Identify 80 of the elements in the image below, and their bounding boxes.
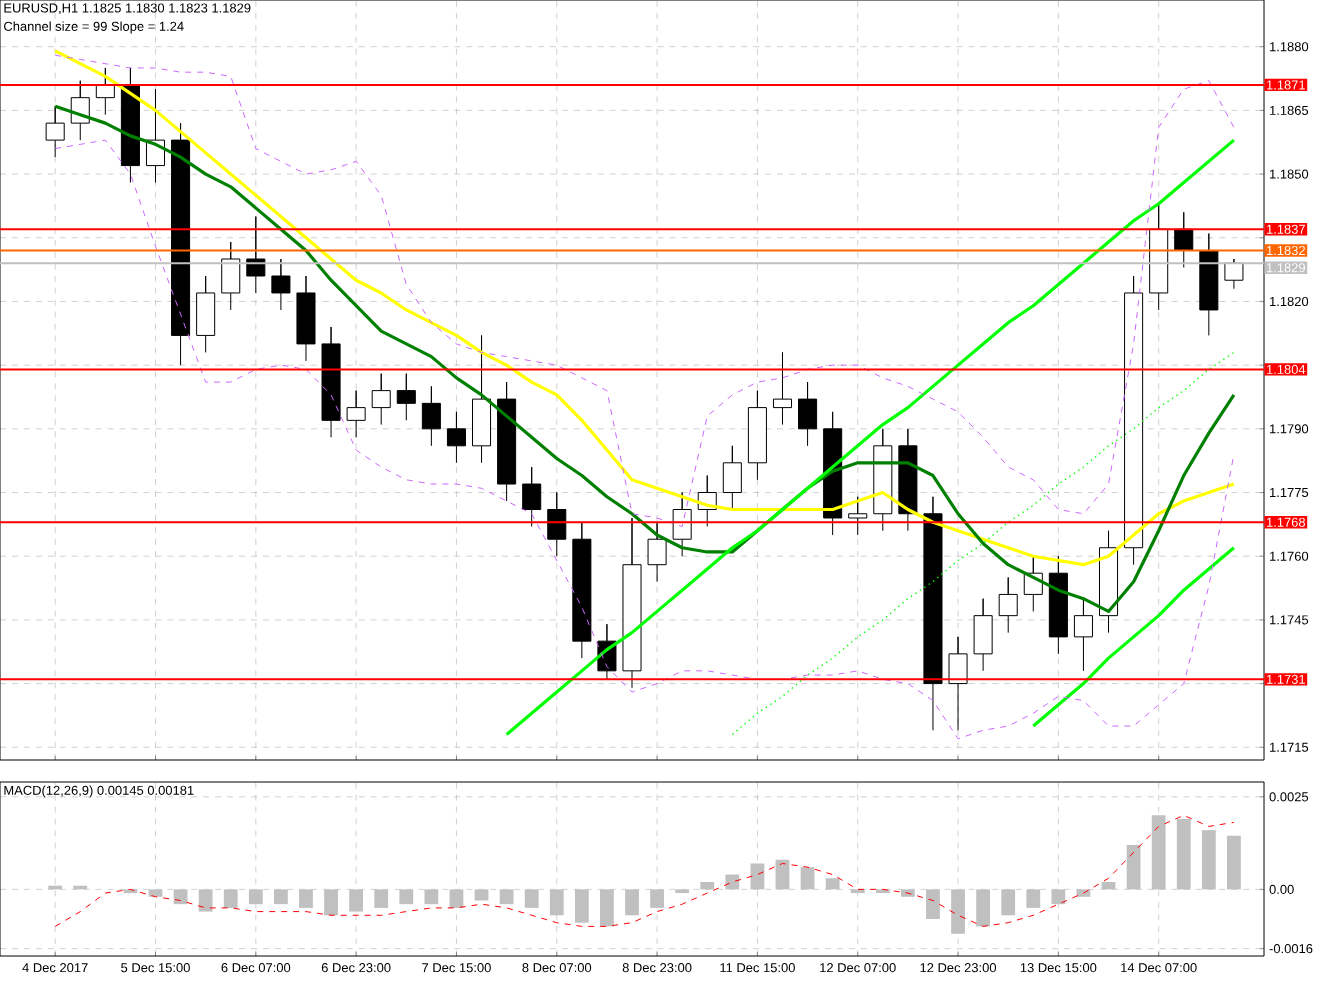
bar: [449, 889, 464, 908]
bar: [1151, 815, 1166, 890]
candlestick: [472, 334, 492, 464]
candlestick: [948, 636, 968, 731]
bar: [324, 889, 338, 916]
candlestick: [1224, 258, 1244, 290]
bar: [424, 889, 439, 905]
candlestick: [1124, 275, 1144, 566]
bar: [1227, 835, 1241, 890]
candlestick: [1073, 598, 1093, 672]
bar: [173, 889, 188, 905]
candlestick: [873, 428, 893, 532]
candlestick: [1149, 203, 1169, 311]
candlestick: [998, 576, 1018, 634]
bar: [1001, 889, 1016, 916]
candlestick: [371, 373, 391, 426]
candlestick: [296, 275, 316, 362]
bar: [148, 889, 163, 897]
candlestick: [722, 445, 742, 510]
bar: [600, 889, 614, 927]
bar: [374, 889, 389, 908]
candlestick: [346, 390, 366, 438]
candlestick: [622, 517, 642, 689]
candlestick: [271, 258, 291, 311]
candlestick: [798, 381, 818, 447]
candlestick: [572, 521, 592, 659]
candlestick: [973, 598, 993, 672]
candlestick: [497, 381, 517, 502]
candlestick: [171, 122, 191, 366]
bar: [223, 889, 238, 908]
bar: [625, 889, 639, 916]
bar: [825, 878, 840, 890]
bar: [299, 889, 313, 908]
bar: [650, 889, 664, 908]
bar: [725, 874, 740, 890]
bar: [549, 889, 564, 916]
candlestick: [396, 373, 416, 421]
bar: [574, 889, 589, 923]
bar: [976, 889, 991, 927]
bar: [349, 889, 364, 912]
candlestick: [672, 492, 692, 557]
candlestick: [772, 351, 793, 426]
candlestick: [196, 275, 216, 353]
bar: [1176, 819, 1191, 890]
bar: [399, 889, 414, 905]
bar: [499, 889, 514, 905]
candlestick: [95, 67, 115, 116]
line-series: [731, 351, 1235, 736]
bar: [248, 889, 263, 905]
bar: [474, 889, 489, 901]
bar: [900, 889, 915, 897]
candlestick: [221, 241, 241, 311]
bar: [700, 881, 715, 890]
candlestick: [848, 496, 868, 536]
bar: [1076, 889, 1091, 897]
candlestick: [45, 105, 65, 158]
bar: [775, 859, 790, 890]
bar: [800, 867, 815, 890]
candlestick: [898, 428, 918, 532]
candlestick: [446, 411, 466, 464]
candlestick: [421, 385, 441, 447]
bar: [524, 889, 539, 908]
candlestick: [747, 390, 767, 481]
bar: [1051, 889, 1066, 905]
bar: [1026, 889, 1041, 908]
candlestick: [321, 326, 341, 438]
candlestick: [547, 492, 567, 557]
bar: [273, 889, 288, 905]
bar: [1126, 844, 1141, 890]
candlestick: [522, 466, 542, 527]
candlestick: [1199, 233, 1219, 336]
bar: [951, 889, 965, 934]
candlestick: [120, 67, 140, 184]
candlestick: [647, 521, 667, 583]
bar: [926, 889, 940, 919]
bar: [198, 889, 213, 912]
bar: [750, 863, 765, 890]
candlestick: [1048, 555, 1068, 655]
candlestick: [923, 496, 943, 731]
bar: [1201, 830, 1216, 890]
